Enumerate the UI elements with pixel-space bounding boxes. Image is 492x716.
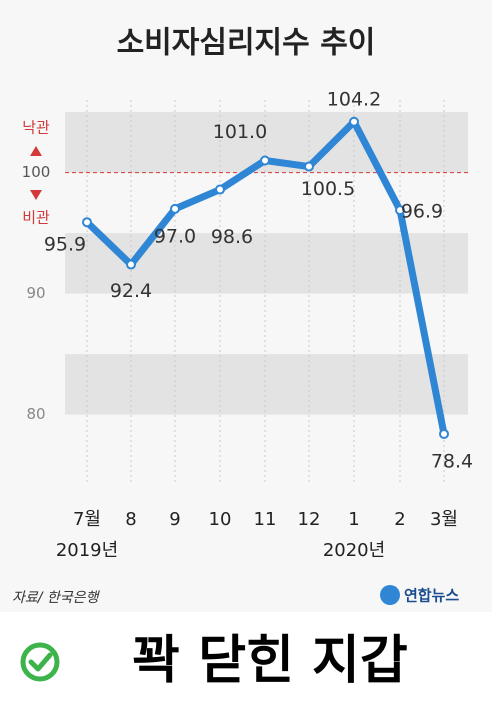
caption-area [0,612,492,716]
value-label: 95.9 [44,234,86,256]
up-arrow [30,146,42,156]
source: 자료/ 한국은행 [12,590,101,606]
value-label: 98.6 [211,226,253,248]
pessimistic-label: 비관 [22,209,50,227]
value-label: 92.4 [110,280,152,302]
marker [126,259,136,270]
check-icon [20,642,60,682]
marker [349,116,359,127]
x-tick-label: 8 [125,509,136,530]
y-tick-label: 100 [22,163,51,181]
marker [304,161,314,172]
x-tick-label: 1 [348,509,359,530]
x-tick-label: 10 [209,509,232,530]
marker [82,217,92,228]
marker [395,205,405,216]
value-label: 100.5 [301,178,355,200]
y-tick-label: 80 [26,405,45,423]
band [65,354,468,415]
year-label: 2019년 [56,540,118,561]
chart-background [0,0,492,612]
x-tick-label: 3월 [430,509,458,530]
value-label: 101.0 [213,121,267,143]
value-label: 97.0 [154,225,196,247]
marker [439,428,449,439]
value-label: 96.9 [401,201,443,223]
down-arrow [30,190,42,200]
plot: 80 90 100 95.9 92.4 97.0 98.6 101.0 100.5 104.2 96… [22,88,473,561]
value-label: 104.2 [327,88,381,110]
optimistic-label: 낙관 [22,119,50,137]
marker [170,203,180,214]
y-tick-label: 90 [26,284,45,302]
caption: 꽉 닫힌 지갑 [132,631,407,691]
marker [260,155,270,166]
credit: 연합뉴스 [404,587,459,605]
check-mark [28,652,53,672]
chart-title: 소비자심리지수 추이 [117,26,376,61]
value-label: 78.4 [431,450,473,472]
x-tick-label: 11 [254,509,277,530]
x-tick-label: 12 [298,509,321,530]
logo-icon [380,585,400,605]
x-tick-label: 2 [394,509,405,530]
x-tick-label: 7월 [73,509,101,530]
marker [215,184,225,195]
year-label: 2020년 [323,540,385,561]
x-tick-label: 9 [169,509,180,530]
